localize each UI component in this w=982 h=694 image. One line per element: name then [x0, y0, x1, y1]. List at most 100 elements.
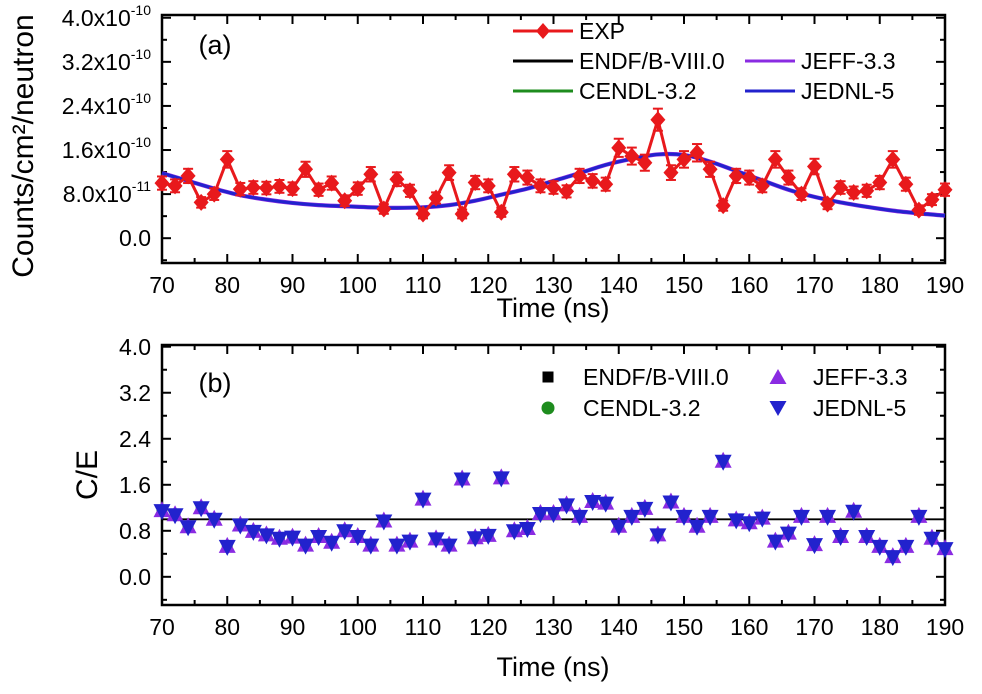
exp-data-point [258, 179, 274, 197]
panel-a-x-tick-label: 110 [404, 272, 442, 298]
legend-item-jeff-b: JEFF-3.3 [768, 363, 908, 391]
panel-b-x-tick-label: 160 [730, 614, 769, 640]
exp-data-point [532, 177, 548, 195]
panel-b-x-tick-label: 180 [860, 614, 899, 640]
exp-data-point [467, 174, 483, 192]
panel-a-x-tick-label: 160 [730, 272, 769, 298]
panel-b-y-tick-label: 0.8 [119, 517, 151, 544]
exp-data-point [206, 185, 222, 203]
exp-data-point [219, 150, 235, 168]
panel-a-y-tick-label: 4.0x10-10 [61, 2, 151, 31]
exp-data-point [324, 174, 340, 192]
legend-item-jednl-a: JEDNL-5 [744, 77, 894, 105]
exp-data-point [650, 111, 666, 129]
exp-data-point [754, 177, 770, 195]
jednl-line-icon [745, 89, 795, 93]
panel-b-y-tick-label: 1.6 [119, 471, 151, 498]
exp-data-point [519, 169, 535, 187]
exp-data-point [454, 205, 470, 223]
exp-data-point [611, 139, 627, 157]
exp-data-point [546, 178, 561, 196]
panel-a-y-tick-label: 1.6x10-10 [61, 134, 151, 164]
exp-data-point [154, 174, 170, 192]
exp-data-point [624, 147, 640, 165]
exp-data-point [298, 160, 314, 178]
exp-data-point [271, 177, 287, 195]
legend-label-cendl-a: CENDL-3.2 [579, 77, 697, 104]
panel-a-x-tick-label: 190 [925, 272, 965, 298]
exp-data-point [937, 181, 953, 199]
panel-a-x-tick-label: 80 [214, 272, 241, 298]
exp-data-point [728, 167, 744, 185]
legend-label-cendl-b: CENDL-3.2 [583, 394, 701, 421]
exp-data-point [767, 150, 783, 168]
panel-a-x-tick-label: 140 [599, 272, 638, 298]
exp-data-point [480, 177, 496, 195]
panel-b-x-tick-label: 150 [664, 614, 704, 640]
exp-data-point [715, 197, 731, 215]
legend-label-jeff-a: JEFF-3.3 [801, 47, 896, 74]
legend-label-jeff-b: JEFF-3.3 [813, 363, 908, 390]
panel-b-x-tick-label: 90 [279, 614, 306, 640]
panel-a-x-axis-title: Time (ns) [496, 293, 610, 323]
panel-a-x-tick-label: 90 [279, 272, 306, 298]
exp-data-point [376, 200, 392, 218]
panel-a-y-tick-label: 3.2x10-10 [61, 46, 151, 75]
legend-item-jeff-a: JEFF-3.3 [744, 47, 896, 75]
exp-data-point [441, 164, 457, 182]
exp-data-point [663, 164, 679, 182]
panel-a-x-tick-label: 120 [469, 272, 508, 298]
exp-data-point [846, 183, 862, 201]
panel-a-exp-series [154, 107, 953, 223]
exp-data-point [807, 158, 822, 176]
cendl-line-icon [513, 89, 573, 93]
exp-data-point [898, 175, 914, 193]
exp-data-point [820, 195, 836, 213]
panel-a-x-tick-label: 180 [860, 272, 899, 298]
exp-data-point [885, 150, 901, 168]
panel-b-x-tick-label: 130 [534, 614, 573, 640]
panel-b-ce-markers [153, 451, 954, 567]
exp-data-point [506, 165, 522, 183]
exp-data-point [493, 203, 509, 221]
legend-item-endf-a: ENDF/B-VIII.0 [512, 47, 725, 75]
cendl-circle-icon [541, 401, 555, 415]
exp-data-point [780, 169, 796, 187]
panel-b-x-tick-label: 100 [338, 614, 377, 640]
panel-a-x-tick-label: 170 [795, 272, 834, 298]
exp-data-point [350, 180, 366, 198]
panel-b-y-tick-label: 0.0 [119, 563, 151, 590]
exp-data-point [180, 167, 196, 185]
exp-data-point [193, 193, 209, 211]
legend-item-endf-b: ENDF/B-VIII.0 [538, 363, 729, 391]
exp-data-point [598, 175, 614, 193]
exp-data-point [167, 177, 183, 195]
exp-data-point [402, 182, 418, 200]
panel-b-x-axis-title: Time (ns) [496, 652, 610, 682]
panel-a-label: (a) [198, 30, 232, 60]
legend-label-endf-a: ENDF/B-VIII.0 [579, 47, 725, 74]
exp-data-point [702, 160, 718, 178]
exp-data-point [428, 189, 444, 207]
exp-data-point [311, 181, 327, 199]
exp-data-point [689, 144, 705, 162]
jeff-triangle-up-icon [769, 369, 787, 384]
panel-a-x-tick-label: 100 [338, 272, 377, 298]
exp-data-point [585, 172, 601, 190]
exp-data-point [833, 178, 849, 196]
legend-item-cendl-b: CENDL-3.2 [538, 394, 701, 422]
panel-a-y-axis-title: Counts/cm²/neutron [7, 14, 40, 278]
exp-data-point [859, 182, 875, 200]
panel-a-x-tick-label: 130 [534, 272, 573, 298]
ce-series-JEDNL-5 [153, 454, 954, 567]
panel-a-y-tick-label: 8.0x10-11 [62, 178, 151, 208]
panel-b-y-tick-label: 3.2 [119, 379, 151, 406]
panel-b-axes [160, 343, 947, 607]
panel-a-y-tick-label: 2.4x10-10 [61, 90, 151, 119]
exp-data-point [559, 182, 575, 200]
endf-square-icon [542, 371, 554, 383]
panel-b-x-tick-label: 70 [149, 614, 175, 640]
endf-line-icon [513, 59, 573, 63]
panel-b-x-tick-label: 120 [469, 614, 508, 640]
